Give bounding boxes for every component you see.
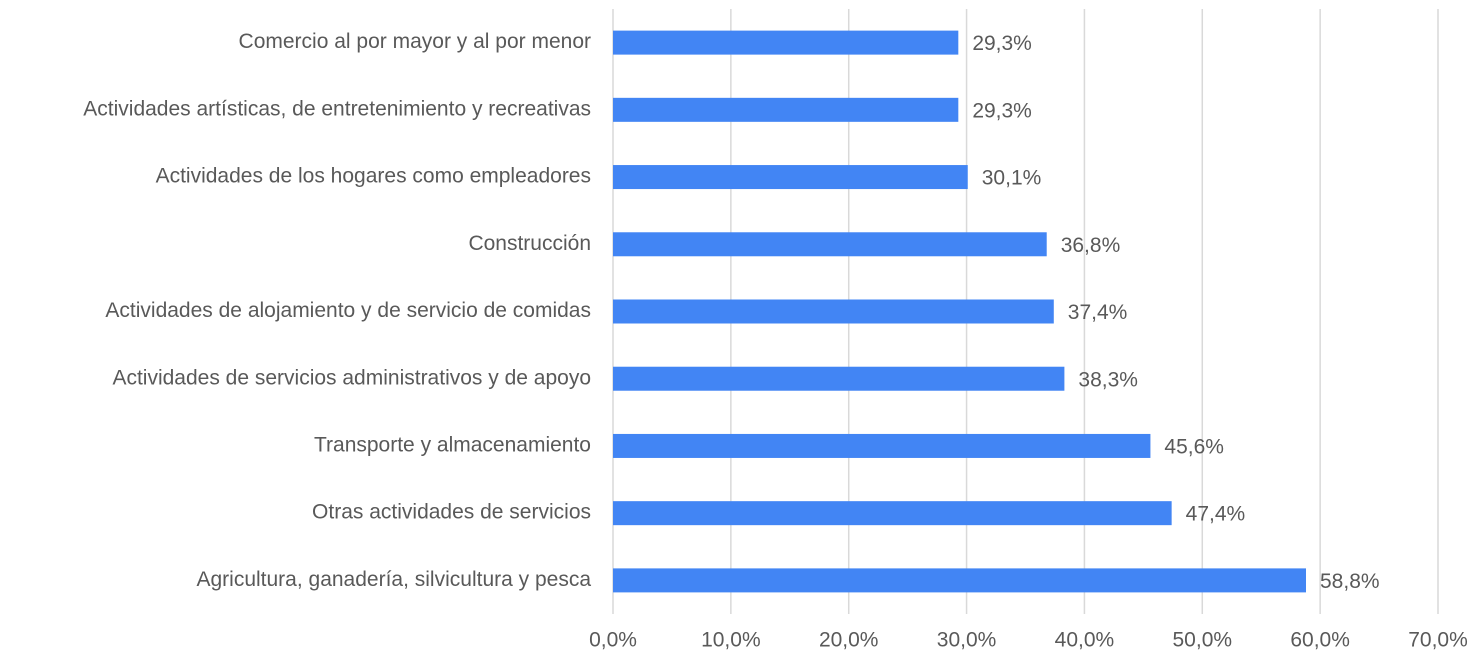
value-label: 36,8% bbox=[1061, 234, 1121, 257]
y-tick-label: Actividades artísticas, de entretenimien… bbox=[83, 97, 591, 120]
x-tick-label: 20,0% bbox=[819, 629, 879, 652]
value-label: 58,8% bbox=[1320, 570, 1380, 593]
x-tick-label: 10,0% bbox=[701, 629, 761, 652]
y-tick-label: Transporte y almacenamiento bbox=[314, 433, 591, 456]
bar bbox=[613, 366, 1065, 391]
x-tick-label: 30,0% bbox=[937, 629, 997, 652]
value-label: 47,4% bbox=[1186, 503, 1246, 526]
y-tick-label: Comercio al por mayor y al por menor bbox=[239, 30, 591, 53]
x-tick-label: 40,0% bbox=[1055, 629, 1115, 652]
value-label: 38,3% bbox=[1078, 368, 1138, 391]
bar bbox=[613, 568, 1306, 593]
y-tick-label: Agricultura, ganadería, silvicultura y p… bbox=[196, 568, 591, 591]
value-label: 29,3% bbox=[972, 99, 1032, 122]
bar bbox=[613, 232, 1047, 257]
x-tick-label: 0,0% bbox=[589, 629, 637, 652]
y-tick-label: Construcción bbox=[468, 232, 591, 255]
bar bbox=[613, 501, 1172, 526]
bar bbox=[613, 97, 959, 122]
bar bbox=[613, 433, 1151, 458]
value-label: 45,6% bbox=[1164, 435, 1224, 458]
bar bbox=[613, 30, 959, 55]
y-tick-label: Actividades de los hogares como empleado… bbox=[156, 165, 591, 188]
value-label: 37,4% bbox=[1068, 301, 1128, 324]
x-tick-label: 60,0% bbox=[1290, 629, 1350, 652]
y-tick-label: Otras actividades de servicios bbox=[312, 501, 591, 524]
bar bbox=[613, 165, 968, 190]
y-tick-label: Actividades de servicios administrativos… bbox=[112, 366, 591, 389]
value-label: 30,1% bbox=[982, 167, 1042, 190]
x-tick-label: 50,0% bbox=[1173, 629, 1233, 652]
y-tick-label: Actividades de alojamiento y de servicio… bbox=[105, 299, 591, 322]
x-tick-label: 70,0% bbox=[1408, 629, 1468, 652]
bar bbox=[613, 299, 1054, 324]
value-label: 29,3% bbox=[972, 32, 1032, 55]
